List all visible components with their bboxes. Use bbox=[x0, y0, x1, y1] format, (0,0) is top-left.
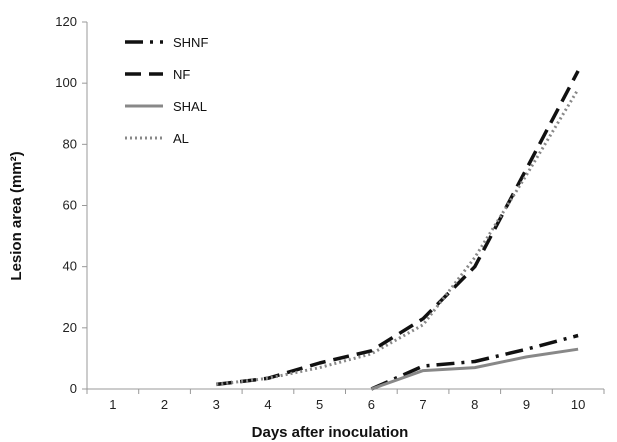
legend-label-nf: NF bbox=[173, 67, 190, 82]
y-axis-title: Lesion area (mm²) bbox=[8, 151, 25, 280]
x-tick-label: 1 bbox=[109, 397, 116, 412]
x-tick-label: 5 bbox=[316, 397, 323, 412]
x-tick-label: 9 bbox=[523, 397, 530, 412]
legend-label-al: AL bbox=[173, 131, 189, 146]
x-tick-label: 2 bbox=[161, 397, 168, 412]
x-tick-label: 6 bbox=[368, 397, 375, 412]
x-tick-label: 7 bbox=[419, 397, 426, 412]
y-tick-label: 100 bbox=[55, 75, 77, 90]
y-tick-label: 120 bbox=[55, 14, 77, 29]
series-line-shal bbox=[370, 347, 579, 391]
y-tick-label: 80 bbox=[63, 136, 77, 151]
y-tick-label: 0 bbox=[70, 381, 77, 396]
legend: SHNF NF SHAL AL bbox=[125, 35, 208, 146]
series-line-al bbox=[216, 88, 580, 386]
x-axis-title: Days after inoculation bbox=[252, 424, 409, 441]
y-tick-label: 20 bbox=[63, 320, 77, 335]
x-tick-label: 4 bbox=[264, 397, 271, 412]
plot-area: 0 20 40 60 80 100 120 1 2 3 4 5 6 7 8 9 10 bbox=[55, 14, 605, 412]
series-line-shnf bbox=[370, 333, 579, 391]
x-tick-label: 10 bbox=[571, 397, 585, 412]
x-tick-label: 3 bbox=[213, 397, 220, 412]
series-line-nf bbox=[216, 70, 580, 387]
legend-label-shnf: SHNF bbox=[173, 35, 208, 50]
legend-label-shal: SHAL bbox=[173, 99, 207, 114]
x-tick-label: 8 bbox=[471, 397, 478, 412]
y-tick-label: 40 bbox=[63, 259, 77, 274]
y-tick-label: 60 bbox=[63, 198, 77, 213]
